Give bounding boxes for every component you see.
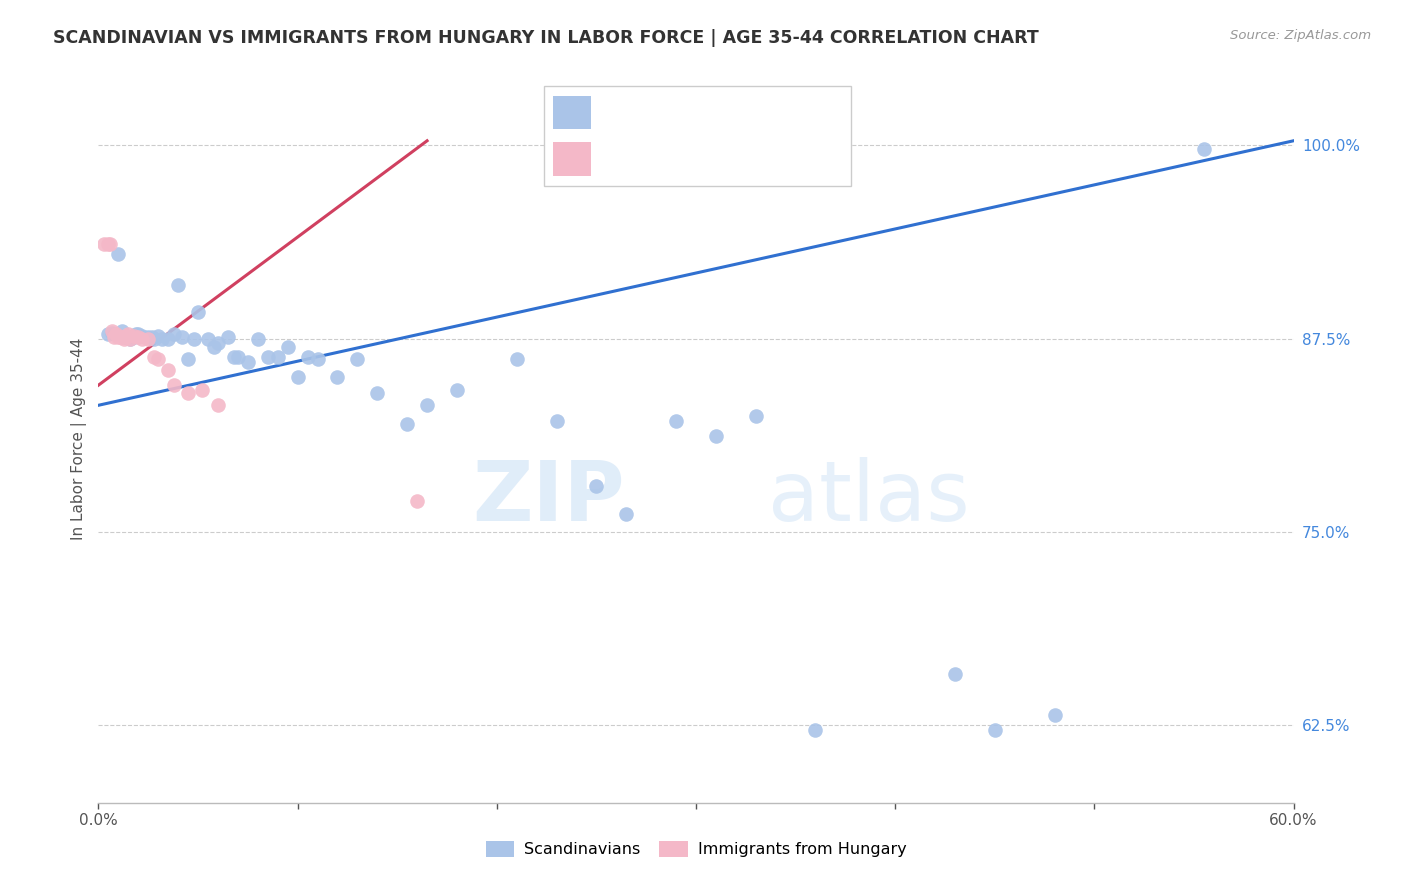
Point — [120, 332, 142, 346]
Point — [105, 327, 128, 342]
Point — [105, 327, 128, 342]
Point — [115, 328, 138, 343]
Point — [191, 383, 214, 397]
Point — [745, 409, 768, 423]
Point — [207, 336, 229, 351]
Point — [136, 330, 159, 344]
Text: SCANDINAVIAN VS IMMIGRANTS FROM HUNGARY IN LABOR FORCE | AGE 35-44 CORRELATION C: SCANDINAVIAN VS IMMIGRANTS FROM HUNGARY … — [53, 29, 1039, 46]
Point — [222, 351, 245, 365]
Legend: Scandinavians, Immigrants from Hungary: Scandinavians, Immigrants from Hungary — [479, 835, 912, 863]
Point — [103, 330, 125, 344]
Point — [396, 417, 419, 431]
Point — [111, 324, 134, 338]
Point — [1192, 142, 1215, 156]
Text: atlas: atlas — [768, 457, 969, 538]
Point — [125, 327, 148, 342]
Text: ZIP: ZIP — [472, 457, 624, 538]
Point — [177, 385, 200, 400]
Point — [246, 332, 269, 346]
Point — [124, 330, 146, 344]
Point — [207, 398, 229, 412]
Point — [131, 332, 153, 346]
Point — [326, 370, 349, 384]
Point — [120, 332, 142, 346]
Point — [117, 330, 139, 344]
Point — [804, 723, 827, 738]
Point — [97, 327, 120, 342]
Point — [112, 330, 135, 344]
Point — [163, 378, 186, 392]
Point — [546, 414, 568, 428]
Point — [177, 351, 200, 366]
Point — [101, 324, 124, 338]
Point — [665, 414, 688, 428]
Point — [143, 351, 166, 365]
Point — [506, 351, 529, 366]
Point — [167, 277, 190, 292]
Point — [111, 330, 134, 344]
Point — [117, 327, 139, 342]
Point — [157, 362, 180, 376]
Point — [704, 429, 727, 443]
Point — [127, 327, 149, 342]
Point — [97, 237, 120, 252]
Point — [287, 370, 309, 384]
Point — [110, 330, 132, 344]
Point — [267, 351, 290, 365]
Point — [984, 723, 1007, 738]
Point — [256, 351, 278, 365]
Y-axis label: In Labor Force | Age 35-44: In Labor Force | Age 35-44 — [72, 338, 87, 541]
Point — [406, 494, 429, 508]
Point — [187, 305, 209, 319]
Point — [163, 327, 186, 342]
Point — [217, 330, 239, 344]
Point — [277, 339, 299, 353]
Point — [614, 507, 637, 521]
Point — [141, 330, 163, 344]
Point — [943, 667, 966, 681]
Point — [172, 330, 194, 344]
Point — [124, 328, 146, 343]
Point — [107, 246, 129, 260]
Point — [585, 479, 607, 493]
Point — [131, 328, 153, 343]
Point — [157, 332, 180, 346]
Point — [127, 330, 149, 344]
Point — [183, 332, 205, 346]
Point — [148, 328, 170, 343]
Point — [307, 351, 329, 366]
Text: Source: ZipAtlas.com: Source: ZipAtlas.com — [1230, 29, 1371, 42]
Point — [143, 332, 166, 346]
Point — [297, 351, 319, 365]
Point — [236, 355, 259, 369]
Point — [416, 398, 439, 412]
Point — [107, 330, 129, 344]
Point — [366, 385, 388, 400]
Point — [148, 351, 170, 366]
Point — [101, 326, 124, 340]
Point — [202, 339, 225, 353]
Point — [112, 332, 135, 346]
Point — [1043, 707, 1066, 722]
Point — [93, 237, 115, 252]
Point — [197, 332, 219, 346]
Point — [150, 332, 173, 346]
Point — [136, 332, 159, 346]
Point — [98, 237, 122, 252]
Point — [446, 383, 468, 397]
Point — [226, 351, 249, 365]
Point — [346, 351, 368, 366]
